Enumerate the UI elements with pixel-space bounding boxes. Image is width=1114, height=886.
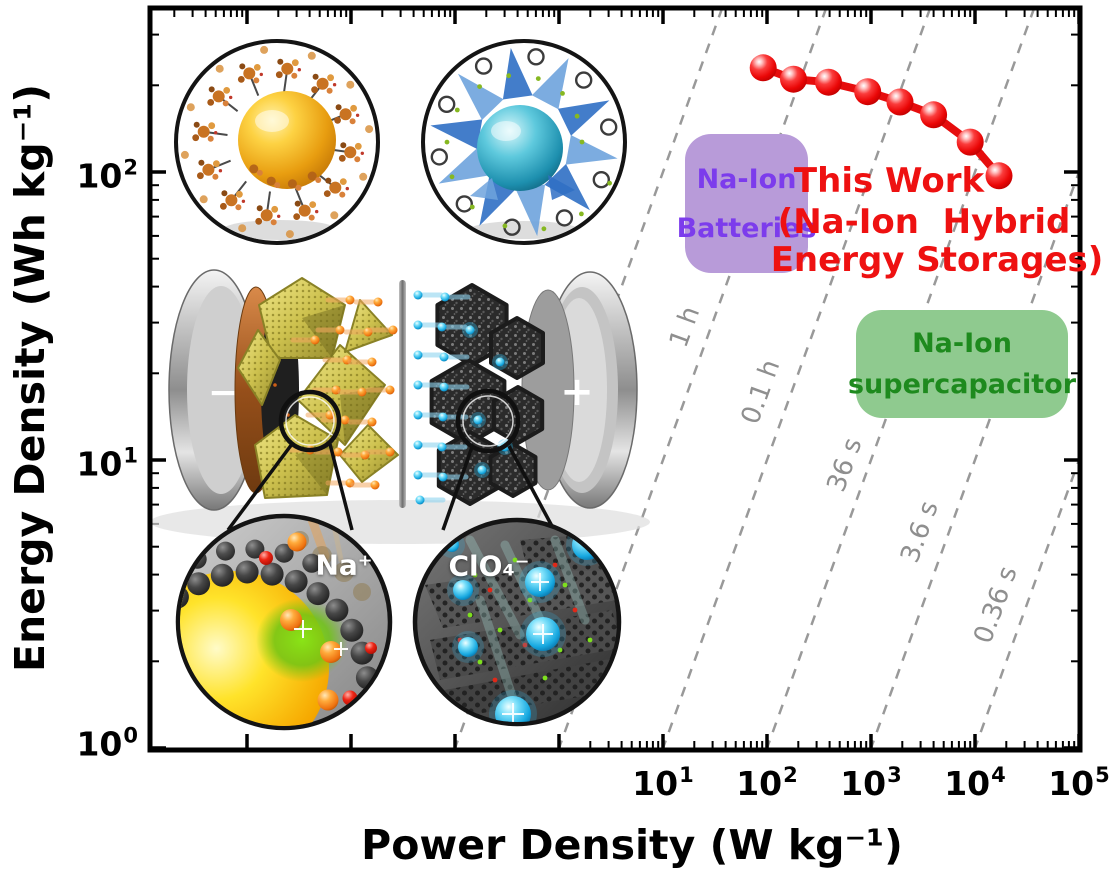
tick-exponent: 4 <box>991 763 1006 787</box>
x-tick-label: 103 <box>840 763 902 803</box>
tick-exponent: 3 <box>887 763 902 787</box>
y-tick-label: 100 <box>52 723 138 764</box>
region-label-line: Na-Ion <box>696 163 797 195</box>
data-point-marker <box>854 78 882 106</box>
data-point-marker <box>956 128 984 156</box>
plot-frame <box>147 5 1083 753</box>
x-tick-label: 105 <box>1048 763 1110 803</box>
y-tick-label: 101 <box>52 443 138 484</box>
data-point-marker <box>886 88 914 116</box>
x-tick-label: 101 <box>632 763 694 803</box>
tick-base: 10 <box>840 764 887 803</box>
tick-base: 10 <box>736 764 783 803</box>
x-tick-label: 104 <box>944 763 1006 803</box>
tick-exponent: 0 <box>123 723 138 748</box>
data-point-marker <box>749 54 777 82</box>
tick-exponent: 1 <box>123 443 138 468</box>
separator-membrane <box>399 280 406 508</box>
data-series-this-work <box>749 54 1013 190</box>
positive-electrode-sign: + <box>560 369 594 415</box>
x-tick-label: 102 <box>736 763 798 803</box>
na-ion-supercapacitor-region-box: Na-Ion supercapacitor <box>848 310 1076 418</box>
right-magnifier <box>441 388 555 531</box>
cathode-surface-closeup-illustration <box>412 517 622 727</box>
tick-base: 10 <box>944 764 991 803</box>
tick-base: 10 <box>76 724 123 764</box>
region-label-line: Batteries <box>676 212 817 244</box>
negative-electrode-sign: − <box>207 372 239 414</box>
left-magnifier <box>226 389 354 532</box>
y-axis-title: Energy Density (Wh kg⁻¹) <box>6 83 54 673</box>
region-label-line: supercapacitor <box>847 369 1077 400</box>
y-tick-label: 102 <box>52 155 138 196</box>
perchlorate-ion-label: ClO₄⁻ <box>448 549 530 583</box>
x-axis-title: Power Density (W kg⁻¹) <box>361 821 903 869</box>
porous-carbon-cathode <box>429 283 545 506</box>
data-point-marker <box>815 68 842 96</box>
this-work-annotation-line3: Energy Storages) <box>770 240 1104 280</box>
tick-exponent: 2 <box>123 155 138 180</box>
tick-base: 10 <box>632 764 679 803</box>
tick-exponent: 1 <box>679 763 694 787</box>
data-point-marker <box>780 65 807 93</box>
device-schematic-illustration <box>150 269 650 544</box>
na-ion-batteries-region-box: Na-Ion Batteries <box>677 134 816 273</box>
this-work-annotation-line1: This Work <box>793 161 985 201</box>
tick-base: 10 <box>1048 764 1095 803</box>
anode-surface-closeup-illustration <box>175 513 393 731</box>
this-work-annotation-line2: (Na-Ion Hybrid <box>777 202 1071 242</box>
data-point-marker <box>985 162 1013 190</box>
cyan-polyanion-particle-illustration <box>421 39 627 245</box>
gold-mof-particle-illustration <box>174 39 380 245</box>
tick-base: 10 <box>76 444 123 484</box>
sodium-ion-label: Na⁺ <box>315 548 373 582</box>
sodium-ion-flow <box>285 295 398 490</box>
tick-exponent: 2 <box>783 763 798 787</box>
tick-base: 10 <box>76 156 123 196</box>
data-point-marker <box>920 101 948 129</box>
tick-exponent: 5 <box>1095 763 1110 787</box>
region-label-line: Na-Ion <box>912 328 1012 359</box>
